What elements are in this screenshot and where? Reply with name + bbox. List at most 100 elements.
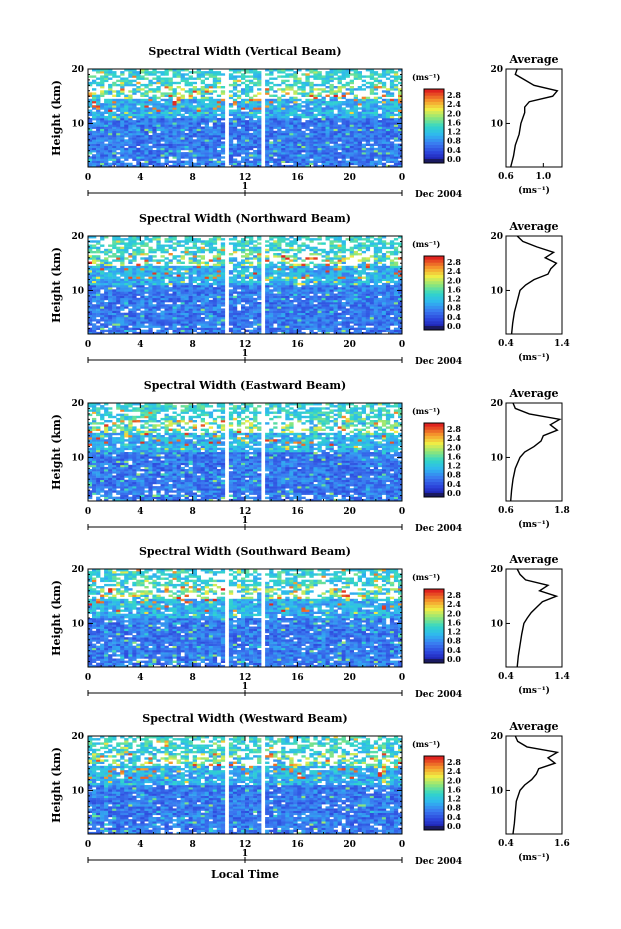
heatmap-cell — [293, 287, 297, 289]
heatmap-cell — [213, 281, 217, 283]
heatmap-cell — [201, 148, 205, 150]
heatmap-cell — [144, 86, 148, 88]
heatmap-cell — [181, 156, 185, 158]
heatmap-cell — [201, 304, 205, 306]
heatmap-cell — [104, 163, 108, 165]
heatmap-cell — [273, 84, 277, 86]
heatmap-cell — [92, 281, 96, 283]
x-tick-label: 4 — [137, 173, 143, 183]
heatmap-cell — [309, 137, 313, 139]
heatmap-cell — [277, 287, 281, 289]
heatmap-cell — [293, 285, 297, 287]
heatmap-cell — [189, 154, 193, 156]
heatmap-cell — [350, 304, 354, 306]
heatmap-cell — [189, 105, 193, 107]
heatmap-cell — [96, 127, 100, 129]
heatmap-cell — [96, 101, 100, 103]
heatmap-cell — [193, 127, 197, 129]
heatmap-cell — [197, 306, 201, 308]
heatmap-cell — [108, 319, 112, 321]
heatmap-cell — [221, 291, 225, 293]
heatmap-cell — [156, 317, 160, 319]
heatmap-cell — [334, 330, 338, 332]
heatmap-cell — [350, 315, 354, 317]
heatmap-cell — [177, 148, 181, 150]
heatmap-cell — [265, 73, 269, 75]
heatmap-cell — [378, 154, 382, 156]
heatmap-cell — [301, 308, 305, 310]
heatmap-cell — [140, 148, 144, 150]
heatmap-cell — [285, 86, 289, 88]
heatmap-cell — [100, 154, 104, 156]
heatmap-cell — [201, 291, 205, 293]
heatmap-cell — [100, 148, 104, 150]
heatmap-cell — [342, 112, 346, 114]
heatmap-cell — [342, 161, 346, 163]
heatmap-cell — [233, 154, 237, 156]
heatmap-cell — [132, 84, 136, 86]
heatmap-cell — [116, 75, 120, 77]
heatmap-cell — [128, 82, 132, 84]
heatmap-cell — [378, 294, 382, 296]
heatmap-cell — [136, 118, 140, 120]
heatmap-cell — [124, 141, 128, 143]
heatmap-cell — [108, 330, 112, 332]
heatmap-cell — [326, 308, 330, 310]
heatmap-cell — [386, 302, 390, 304]
heatmap-cell — [390, 281, 394, 283]
heatmap-cell — [165, 112, 169, 114]
heatmap-cell — [165, 287, 169, 289]
heatmap-cell — [285, 137, 289, 139]
heatmap-cell — [265, 99, 269, 101]
heatmap-cell — [277, 144, 281, 146]
heatmap-cell — [104, 103, 108, 105]
heatmap-cell — [177, 110, 181, 112]
heatmap-cell — [326, 110, 330, 112]
heatmap-cell — [257, 154, 261, 156]
heatmap-cell — [177, 274, 181, 276]
heatmap-cell — [273, 300, 277, 302]
heatmap-cell — [209, 311, 213, 313]
heatmap-cell — [177, 122, 181, 124]
heatmap-cell — [185, 107, 189, 109]
heatmap-cell — [169, 122, 173, 124]
heatmap-cell — [144, 308, 148, 310]
heatmap-cell — [285, 144, 289, 146]
heatmap-cell — [326, 326, 330, 328]
heatmap-cell — [173, 326, 177, 328]
heatmap-cell — [342, 122, 346, 124]
heatmap-cell — [386, 137, 390, 139]
heatmap-cell — [213, 161, 217, 163]
heatmap-cell — [161, 302, 165, 304]
heatmap-cell — [165, 283, 169, 285]
heatmap-cell — [386, 135, 390, 137]
heatmap-cell — [92, 311, 96, 313]
heatmap-cell — [185, 311, 189, 313]
heatmap-cell — [318, 283, 322, 285]
heatmap-cell — [128, 154, 132, 156]
heatmap-cell — [354, 135, 358, 137]
heatmap-cell — [144, 137, 148, 139]
heatmap-cell — [217, 296, 221, 298]
heatmap-cell — [338, 88, 342, 90]
heatmap-cell — [221, 152, 225, 154]
heatmap-cell — [136, 139, 140, 141]
heatmap-cell — [189, 127, 193, 129]
heatmap-cell — [253, 114, 257, 116]
heatmap-cell — [362, 156, 366, 158]
heatmap-cell — [92, 326, 96, 328]
heatmap-cell — [313, 139, 317, 141]
heatmap-cell — [229, 146, 233, 148]
heatmap-cell — [301, 114, 305, 116]
heatmap-cell — [205, 315, 209, 317]
heatmap-cell — [197, 90, 201, 92]
heatmap-cell — [249, 135, 253, 137]
heatmap-cell — [394, 294, 398, 296]
heatmap-cell — [326, 105, 330, 107]
heatmap-cell — [358, 144, 362, 146]
heatmap-cell — [144, 150, 148, 152]
heatmap-cell — [301, 285, 305, 287]
heatmap-cell — [350, 281, 354, 283]
heatmap-cell — [237, 144, 241, 146]
heatmap-cell — [92, 139, 96, 141]
